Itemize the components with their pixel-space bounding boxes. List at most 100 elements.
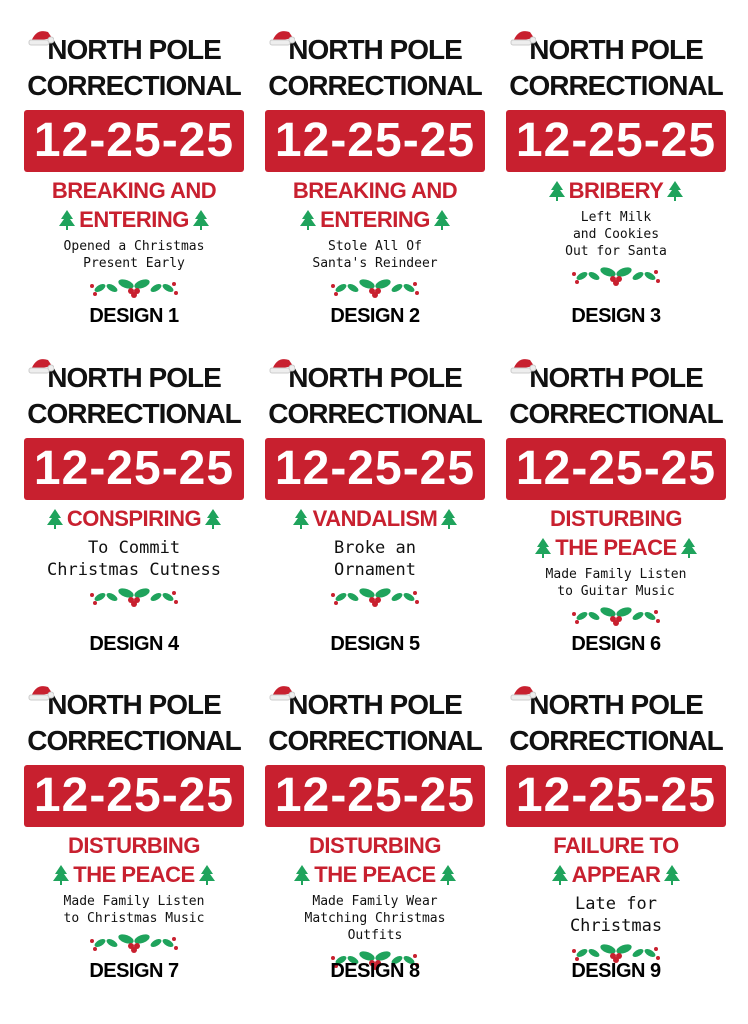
christmas-tree-icon [53,864,70,885]
date-text: 12-25-25 [515,114,717,167]
design-label: DESIGN 3 [506,305,726,328]
crime-text: DISTURBING [550,506,682,531]
title-line-1: NORTH POLE [529,689,704,720]
santa-hat-icon [28,359,54,374]
design-label: DESIGN 8 [265,960,485,983]
description-line: Left Milk [580,210,652,225]
crime-title: DISTURBING THE PEACE [506,504,726,562]
holly-decoration-icon [90,934,178,953]
title-line-1: NORTH POLE [288,689,463,720]
holly-decoration-icon [331,279,419,298]
crime-title: VANDALISM [265,504,485,533]
title-north-pole: NORTH POLE [506,31,726,68]
title-line-2: CORRECTIONAL [27,398,242,429]
description-line: Christmas Cutness [47,560,221,580]
title-line-1: NORTH POLE [529,34,704,65]
date-text: 12-25-25 [274,114,476,167]
crime-text: VANDALISM [312,506,438,531]
santa-hat-icon [269,31,295,46]
design-label-text: DESIGN 7 [89,960,179,982]
title-line-2: CORRECTIONAL [27,70,242,101]
design-label: DESIGN 6 [506,633,726,656]
title-correctional: CORRECTIONAL [24,396,244,432]
holly-decoration-icon [331,951,419,970]
crime-description: To Commit Christmas Cutness [24,537,244,581]
design-label-text: DESIGN 1 [89,305,179,327]
holly-decoration-icon [572,944,660,963]
date-text: 12-25-25 [274,442,476,495]
crime-line: BRIBERY [506,176,726,205]
crime-line: THE PEACE [506,533,726,562]
christmas-tree-icon [192,209,209,230]
design-label-text: DESIGN 8 [330,960,420,982]
crime-text: DISTURBING [68,833,200,858]
crime-line: ENTERING [24,205,244,234]
description-line: Santa's Reindeer [312,256,438,271]
description-line: Ornament [334,560,416,580]
santa-hat-icon [269,686,295,701]
design-card: NORTH POLE CORRECTIONAL 12-25-25 DISTURBING… [265,655,485,985]
description-line: to Christmas Music [63,911,205,926]
christmas-tree-icon [46,508,63,529]
title-line-1: NORTH POLE [47,689,222,720]
title-line-1: NORTH POLE [288,34,463,65]
description-line: Stole All Of [328,239,422,254]
crime-title: BREAKING AND ENTERING [24,176,244,234]
crime-text: CONSPIRING [66,506,202,531]
date-banner: 12-25-25 [24,438,244,500]
crime-title: DISTURBING THE PEACE [24,831,244,889]
design-label: DESIGN 5 [265,633,485,656]
title-line-2: CORRECTIONAL [268,70,483,101]
crime-text: BREAKING AND [51,178,217,203]
santa-hat-icon [510,31,536,46]
design-card: NORTH POLE CORRECTIONAL 12-25-25 DISTURBING… [24,655,244,985]
date-text: 12-25-25 [274,769,476,822]
crime-description: Stole All Of Santa's Reindeer [265,238,485,272]
christmas-tree-icon [439,864,456,885]
design-label: DESIGN 4 [24,633,244,656]
design-card: NORTH POLE CORRECTIONAL 12-25-25 BREAKING A… [24,0,244,330]
design-label: DESIGN 1 [24,305,244,328]
description-line: Made Family Listen [63,894,205,909]
crime-line: DISTURBING [24,831,244,860]
title-correctional: CORRECTIONAL [506,396,726,432]
design-label-text: DESIGN 9 [571,960,661,982]
crime-description: Made Family Listen to Guitar Music [506,566,726,600]
title-line-2: CORRECTIONAL [509,725,724,756]
crime-line: VANDALISM [265,504,485,533]
crime-description: Made Family Listen to Christmas Music [24,893,244,927]
description-line: To Commit [87,538,181,558]
design-card: NORTH POLE CORRECTIONAL 12-25-25 DISTURBING… [506,328,726,658]
description-line: to Guitar Music [557,584,675,599]
title-line-2: CORRECTIONAL [268,725,483,756]
date-text: 12-25-25 [515,442,717,495]
crime-description: Broke an Ornament [265,537,485,581]
title-line-2: CORRECTIONAL [509,70,724,101]
title-north-pole: NORTH POLE [506,359,726,396]
crime-title: BRIBERY [506,176,726,205]
description-line: Present Early [83,256,185,271]
design-card: NORTH POLE CORRECTIONAL 12-25-25 CONSPIRING… [24,328,244,658]
description-line: Made Family Listen [545,567,687,582]
crime-description: Opened a Christmas Present Early [24,238,244,272]
title-north-pole: NORTH POLE [265,686,485,723]
description-line: Matching Christmas [304,911,446,926]
crime-line: THE PEACE [24,860,244,889]
date-banner: 12-25-25 [265,438,485,500]
crime-text: DISTURBING [309,833,441,858]
description-line: Christmas [569,916,663,936]
date-text: 12-25-25 [33,114,235,167]
title-line-1: NORTH POLE [47,34,222,65]
crime-text: FAILURE TO [553,833,679,858]
crime-title: BREAKING AND ENTERING [265,176,485,234]
christmas-tree-icon [205,508,222,529]
holly-decoration-icon [331,588,419,607]
holly-decoration-icon [90,588,178,607]
title-line-2: CORRECTIONAL [509,398,724,429]
title-north-pole: NORTH POLE [24,686,244,723]
christmas-tree-icon [680,537,697,558]
crime-line: CONSPIRING [24,504,244,533]
crime-line: APPEAR [506,860,726,889]
date-text: 12-25-25 [33,442,235,495]
christmas-tree-icon [535,537,552,558]
